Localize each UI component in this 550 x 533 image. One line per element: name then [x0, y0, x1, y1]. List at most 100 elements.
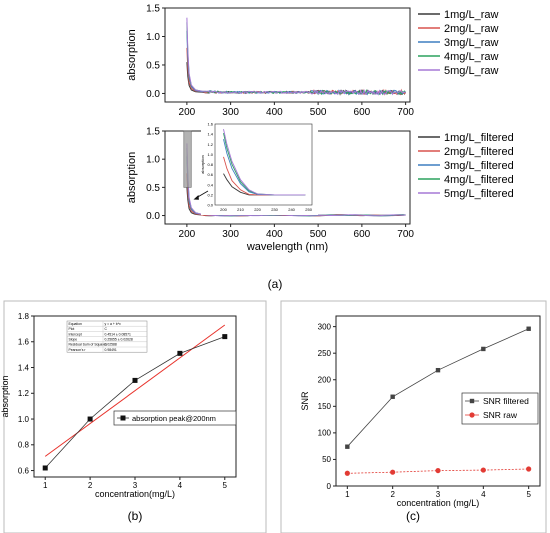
- inset-y-tick-label: 0.8: [207, 162, 213, 167]
- data-point: [222, 334, 228, 340]
- inset-x-tick-label: 240: [288, 207, 295, 212]
- legend-label: absorption peak@200nm: [132, 414, 216, 423]
- legend-label: 1mg/L_raw: [444, 9, 498, 21]
- x-tick-label: 200: [179, 107, 196, 118]
- figure-label-c: (c): [406, 509, 420, 523]
- y-tick-label: 0.8: [18, 441, 30, 450]
- data-point: [390, 394, 395, 399]
- inset-y-tick-label: 1.0: [207, 152, 213, 157]
- data-point: [435, 367, 441, 373]
- y-tick-label: 250: [318, 349, 332, 358]
- data-point: [177, 350, 183, 356]
- x-tick-label: 2: [390, 490, 395, 499]
- x-tick-label: 400: [266, 107, 283, 118]
- legend-box: [461, 392, 539, 425]
- y-tick-label: 1.5: [146, 127, 160, 138]
- legend-marker: [469, 398, 475, 404]
- y-tick-label: 1.0: [146, 155, 160, 166]
- x-axis-label: concentration(mg/L): [95, 489, 175, 499]
- inset-frame: [214, 123, 313, 206]
- stats-value: 0.4514 ± 0.08571: [105, 332, 131, 336]
- y-tick-label: 1.4: [18, 363, 30, 372]
- legend-label: SNR raw: [483, 410, 518, 420]
- legend-label: 2mg/L_filtered: [444, 146, 514, 158]
- y-axis-label: absorption: [126, 152, 138, 203]
- data-point: [526, 466, 532, 472]
- stats-value: 0.98491: [105, 348, 117, 352]
- y-tick-label: 200: [318, 376, 332, 385]
- zoom-arrow-head: [193, 195, 199, 200]
- stats-key: Pearson's r: [69, 348, 87, 352]
- inset-background: [201, 116, 318, 215]
- figure-label-a: (a): [268, 277, 283, 291]
- inset-x-tick-label: 200: [220, 207, 227, 212]
- legend-marker: [469, 412, 475, 418]
- stats-value: 0.25655 ± 0.02628: [105, 338, 133, 342]
- y-tick-label: 1.2: [18, 389, 30, 398]
- y-tick-label: 100: [318, 429, 332, 438]
- inset-y-tick-label: 0.4: [207, 182, 213, 187]
- series-line: [186, 62, 407, 96]
- inset-y-axis-label: absorption: [200, 155, 205, 174]
- x-tick-label: 1: [345, 490, 350, 499]
- y-tick-label: 0.0: [146, 89, 160, 100]
- x-tick-label: 5: [223, 481, 228, 490]
- inset-y-tick-label: 1.6: [207, 122, 213, 127]
- stats-value: 0.02588: [105, 343, 117, 347]
- stats-key: Residual Sum of Squares: [69, 343, 108, 347]
- legend-label: 4mg/L_raw: [444, 51, 498, 63]
- series-line: [186, 17, 406, 96]
- series-line: [186, 47, 406, 96]
- chart-b: 1 2 3 4 5 0.6 0.8 1.0 1.2 1.4 1.6 1.8 concentration(…: [0, 312, 237, 499]
- legend-label: 1mg/L_filtered: [444, 132, 514, 144]
- stats-key: Intercept: [69, 332, 82, 336]
- y-tick-label: 0: [327, 482, 332, 491]
- stats-key: Equation: [69, 322, 82, 326]
- legend-marker: [120, 415, 126, 421]
- series-line: [186, 30, 406, 96]
- stats-value: y = a + b*x: [105, 322, 122, 326]
- x-tick-label: 3: [436, 490, 441, 499]
- stats-value: C: [105, 327, 108, 331]
- panel-c-frame: [280, 300, 547, 533]
- x-tick-label: 500: [310, 229, 327, 240]
- y-tick-label: 50: [322, 455, 331, 464]
- inset-y-tick-label: 0.2: [207, 192, 213, 197]
- y-axis-label: absorption: [0, 375, 10, 417]
- series-line: [186, 22, 406, 96]
- legend-label: SNR filtered: [483, 396, 529, 406]
- inset-x-tick-label: 250: [305, 207, 312, 212]
- y-tick-label: 0.5: [146, 183, 160, 194]
- chart-a-bottom: 200 300 400 500 600 700 0.0 0.5 1.0 1.5 wavelength…: [126, 116, 514, 253]
- legend-box: [113, 410, 237, 426]
- data-point: [87, 416, 93, 422]
- inset-x-tick-label: 210: [237, 207, 244, 212]
- series-line: [186, 143, 406, 217]
- data-point: [435, 467, 441, 474]
- figure-label-b: (b): [128, 509, 143, 523]
- x-tick-label: 500: [310, 107, 327, 118]
- inset-x-tick-label: 230: [271, 207, 278, 212]
- y-tick-label: 1.0: [146, 32, 160, 43]
- x-tick-label: 200: [179, 229, 196, 240]
- y-tick-label: 1.6: [18, 338, 30, 347]
- x-axis-label: concentration (mg/L): [397, 498, 480, 508]
- data-point: [345, 444, 350, 449]
- legend-label: 4mg/L_filtered: [444, 174, 514, 186]
- data-point: [132, 377, 138, 383]
- stats-key: Slope: [69, 338, 78, 342]
- inset-series-line: [223, 129, 306, 196]
- y-tick-label: 0.0: [146, 211, 160, 222]
- data-point: [526, 326, 531, 331]
- legend-label: 3mg/L_raw: [444, 37, 498, 49]
- y-tick-label: 1.8: [18, 312, 30, 321]
- series-line: [347, 468, 529, 474]
- x-tick-label: 5: [526, 490, 531, 499]
- data-point: [481, 346, 486, 352]
- x-tick-label: 4: [178, 481, 183, 490]
- plot-frame: [164, 7, 411, 103]
- y-tick-label: 0.6: [18, 466, 30, 475]
- legend-label: 5mg/L_raw: [444, 65, 498, 77]
